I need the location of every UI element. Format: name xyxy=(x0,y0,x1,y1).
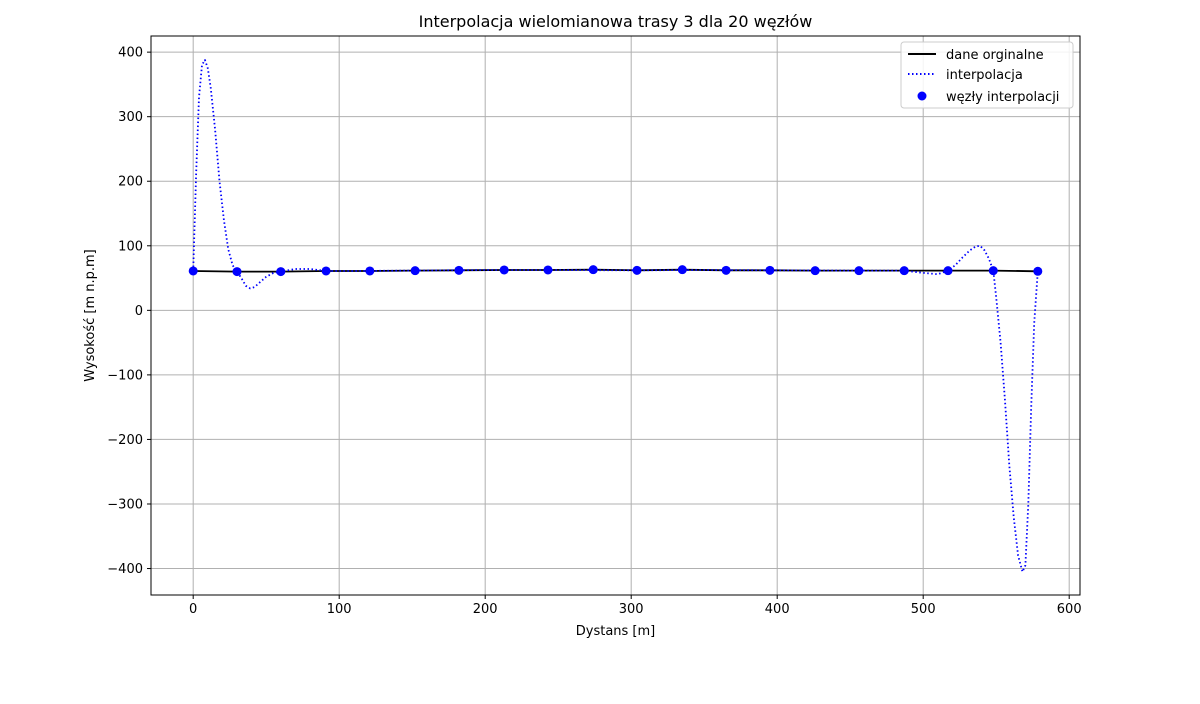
legend-label-interpolation: interpolacja xyxy=(946,68,1023,83)
x-tick-label: 600 xyxy=(1057,602,1082,617)
interpolation-node-point xyxy=(321,266,331,276)
x-tick-label: 300 xyxy=(619,602,644,617)
y-tick-label: −200 xyxy=(107,433,143,448)
y-axis-label: Wysokość [m n.p.m] xyxy=(83,249,98,381)
interpolation-node-point xyxy=(543,265,553,275)
interpolation-node-point xyxy=(188,266,198,276)
x-tick-label: 200 xyxy=(473,602,498,617)
interpolation-node-point xyxy=(899,266,909,276)
legend-label-nodes: węzły interpolacji xyxy=(946,90,1059,105)
interpolation-node-point xyxy=(454,265,464,275)
chart-title: Interpolacja wielomianowa trasy 3 dla 20… xyxy=(419,12,813,31)
interpolation-node-point xyxy=(365,266,375,276)
x-tick-label: 100 xyxy=(327,602,352,617)
y-tick-label: 300 xyxy=(118,110,143,125)
y-tick-label: 200 xyxy=(118,175,143,190)
x-tick-label: 500 xyxy=(911,602,936,617)
legend: dane orginalne interpolacja węzły interp… xyxy=(900,41,1074,109)
interpolation-node-point xyxy=(276,267,286,277)
y-tick-label: 100 xyxy=(118,239,143,254)
interpolation-node-point xyxy=(854,266,864,276)
interpolation-node-point xyxy=(721,265,731,275)
interpolation-node-point xyxy=(988,266,998,276)
legend-label-original-data: dane orginalne xyxy=(946,48,1044,63)
y-tick-label: −400 xyxy=(107,562,143,577)
interpolation-node-point xyxy=(677,265,687,275)
y-tick-label: −300 xyxy=(107,497,143,512)
interpolation-node-point xyxy=(1033,266,1043,276)
grid xyxy=(151,36,1080,595)
series-line-interpolation xyxy=(192,59,1039,573)
interpolation-node-point xyxy=(588,265,598,275)
x-tick-label: 0 xyxy=(189,602,197,617)
x-tick-label: 400 xyxy=(765,602,790,617)
interpolation-node-point xyxy=(499,265,509,275)
interpolation-node-point xyxy=(810,266,820,276)
y-tick-label: −100 xyxy=(107,368,143,383)
ticks: 0 100 200 300 400 500 600 −400 −300 −200 −100 0 100 2… xyxy=(107,46,1081,617)
x-axis-label: Dystans [m] xyxy=(576,624,656,639)
interpolation-node-point xyxy=(943,266,953,276)
y-tick-label: 400 xyxy=(118,46,143,61)
legend-swatch-nodes xyxy=(917,91,927,101)
legend-box xyxy=(900,41,1074,109)
axes-frame xyxy=(150,35,1081,596)
y-tick-label: 0 xyxy=(135,304,143,319)
interpolation-node-point xyxy=(632,265,642,275)
plot-area xyxy=(188,59,1043,573)
interpolation-node-point xyxy=(410,266,420,276)
interpolation-node-point xyxy=(765,265,775,275)
interpolation-node-point xyxy=(232,267,242,277)
